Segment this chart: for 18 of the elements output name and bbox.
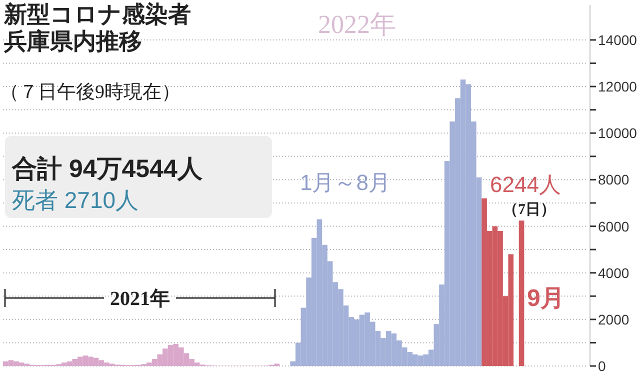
y-tick-label: 12000 bbox=[598, 78, 638, 95]
annotation: （7日） bbox=[503, 202, 556, 218]
annotation: 1月～8月 bbox=[300, 170, 390, 195]
y-tick-label: 2000 bbox=[598, 311, 630, 328]
text: （７日午後9時現在） bbox=[0, 82, 180, 103]
y-tick-label: 14000 bbox=[598, 32, 638, 48]
y-tick-label: 4000 bbox=[598, 264, 630, 281]
annotation: 死者 2710人 bbox=[12, 187, 139, 213]
annotation: 2021年 bbox=[110, 288, 170, 310]
y-tick-label: 8000 bbox=[598, 172, 630, 188]
y-tick-label: 10000 bbox=[598, 125, 638, 142]
annotation: 合計 94万4544人 bbox=[11, 155, 204, 183]
title: 新型コロナ感染者兵庫県内推移 bbox=[4, 1, 191, 54]
annotation: 9月 bbox=[527, 285, 564, 312]
y-tick-label: 0 bbox=[598, 358, 606, 374]
annotation: 2022年 bbox=[318, 10, 396, 39]
y-tick-label: 6000 bbox=[598, 218, 630, 234]
annotation: 6244人 bbox=[490, 172, 561, 197]
